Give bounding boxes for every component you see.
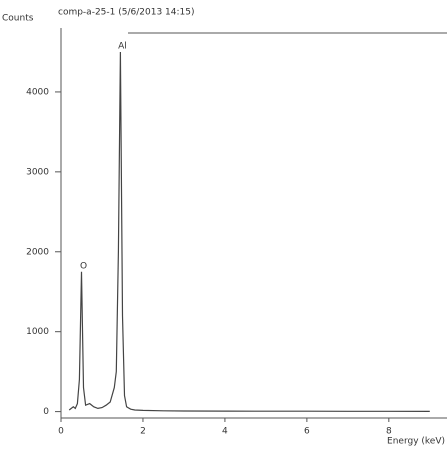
x-tick-label: 0	[58, 427, 64, 437]
y-tick-label: 4000	[26, 87, 49, 97]
y-tick-label: 0	[43, 407, 49, 417]
x-tick-label: 8	[386, 427, 392, 437]
y-tick-label: 3000	[26, 167, 49, 177]
y-tick-label: 1000	[26, 327, 49, 337]
peak-label: O	[80, 261, 87, 271]
peak-label: Al	[118, 41, 127, 51]
y-tick-label: 2000	[26, 247, 49, 257]
x-tick-label: 2	[140, 427, 146, 437]
x-axis-label: Energy (keV)	[387, 437, 445, 447]
y-axis-label: Counts	[2, 14, 34, 24]
x-tick-label: 4	[222, 427, 228, 437]
chart-title: comp-a-25-1 (5/6/2013 14:15)	[58, 8, 194, 18]
spectrum-line	[68, 51, 430, 412]
x-tick-label: 6	[304, 427, 310, 437]
